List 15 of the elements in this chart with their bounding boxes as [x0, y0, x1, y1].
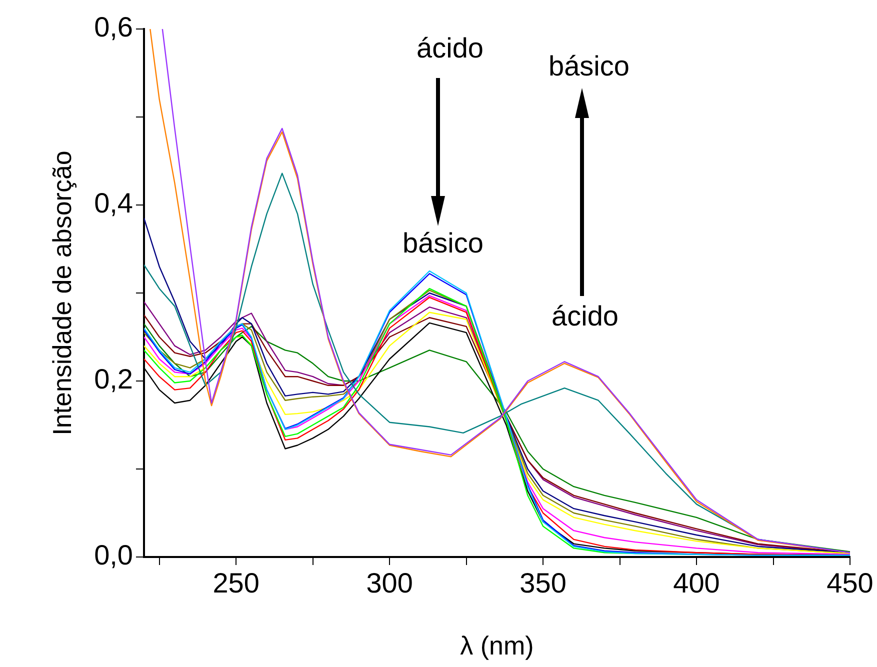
y-tick-label: 0,2 — [94, 364, 133, 395]
x-tick-label: 450 — [826, 568, 874, 599]
x-axis-title: λ (nm) — [460, 630, 534, 661]
x-tick-label: 250 — [212, 568, 260, 599]
annotation: ácido — [416, 32, 484, 64]
x-tick-label: 400 — [673, 568, 720, 599]
y-tick-label: 0,6 — [94, 12, 133, 43]
annotation: ácido — [552, 300, 618, 332]
annotation: básico — [402, 228, 484, 259]
x-tick-label: 300 — [366, 568, 413, 599]
y-tick-label: 0,0 — [94, 540, 133, 571]
x-tick-label: 350 — [520, 568, 566, 599]
annotation: básico — [548, 50, 630, 82]
y-axis-title: Intensidade de absorção — [46, 150, 77, 436]
y-tick-label: 0,4 — [94, 188, 133, 219]
